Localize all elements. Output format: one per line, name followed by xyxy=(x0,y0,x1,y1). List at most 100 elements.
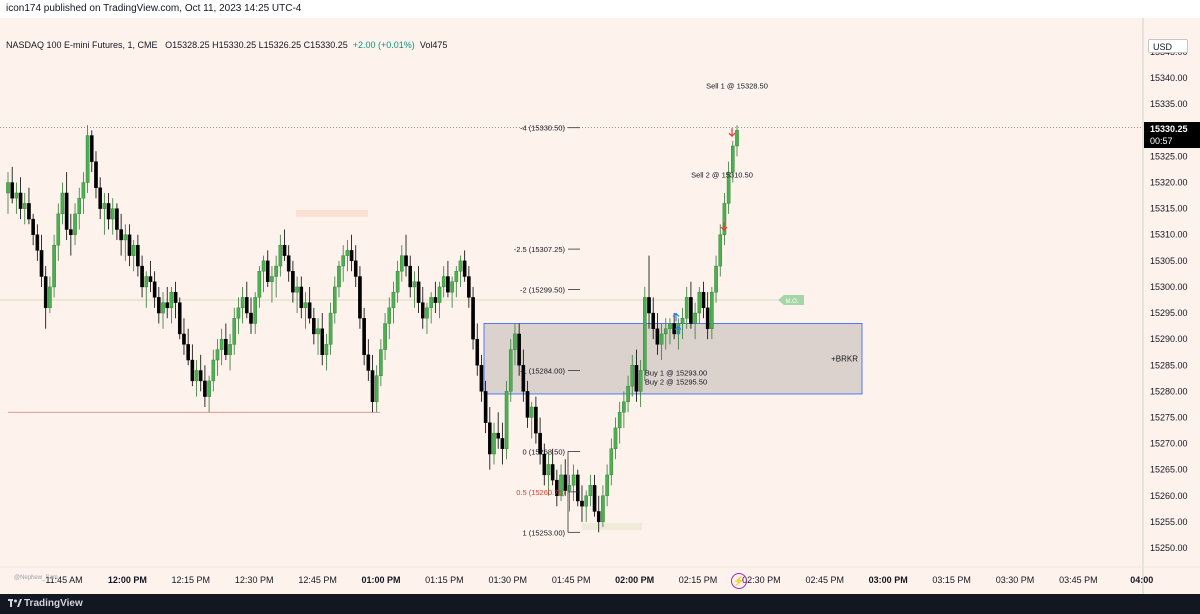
footer-bar: TradingView xyxy=(0,594,1200,614)
candle xyxy=(136,234,140,277)
symbol-name: NASDAQ 100 E-mini Futures, 1, CME xyxy=(6,40,158,50)
candle xyxy=(559,464,563,502)
candle xyxy=(483,380,488,434)
candle xyxy=(286,245,291,282)
candle-body xyxy=(140,265,144,288)
fib-level-label: 1 (15253.00) xyxy=(522,528,565,537)
brkr-zone[interactable] xyxy=(483,323,863,395)
candle xyxy=(651,297,656,340)
sell-trade-label: Sell 2 @ 15310.50 xyxy=(691,170,753,179)
candle-body xyxy=(726,171,731,204)
time-tick-label: 01:45 PM xyxy=(552,575,591,585)
faint-highlight-low xyxy=(582,523,642,531)
candle xyxy=(693,302,697,340)
candle-body xyxy=(224,338,228,356)
candle xyxy=(35,224,40,261)
candle xyxy=(655,313,660,355)
candle xyxy=(123,224,128,261)
candle xyxy=(307,286,312,324)
candle xyxy=(207,375,211,413)
candle-body xyxy=(693,312,697,324)
candle-body xyxy=(559,474,563,496)
candle xyxy=(274,255,278,298)
time-axis: 11:45 AM 12:00 PM 12:15 PM 12:30 PM 12:45 PM… xyxy=(0,566,1200,585)
candle xyxy=(18,177,23,220)
chart-canvas[interactable]: +BRKR -4 (15330.50) -2.5 (15307.25) -2 (15… xyxy=(0,18,1200,594)
candle-body xyxy=(429,297,433,309)
lightning-icon[interactable]: ⚡ xyxy=(731,573,747,589)
candle-body xyxy=(659,333,664,345)
candle xyxy=(232,307,237,355)
candle xyxy=(714,255,718,303)
candle xyxy=(534,396,538,444)
candle xyxy=(94,151,98,199)
sell-arrow-icon xyxy=(720,222,728,231)
candle-body xyxy=(575,474,580,502)
candle-body xyxy=(81,182,86,199)
candle xyxy=(647,255,651,329)
price-tick-label: 15325.00 xyxy=(1150,151,1188,161)
fib-level-label: 0 (15268.50) xyxy=(522,447,565,456)
candle-body xyxy=(701,291,706,309)
candle xyxy=(131,239,136,272)
buy-trade-label: Buy 2 @ 15295.50 xyxy=(645,377,707,386)
candle xyxy=(115,203,119,240)
candle-body xyxy=(379,349,383,376)
candle xyxy=(161,292,165,329)
candle xyxy=(215,339,220,376)
fib-level-label: -2 (15299.50) xyxy=(520,286,566,295)
candle xyxy=(173,281,178,319)
candle-body xyxy=(110,208,115,220)
candle xyxy=(148,260,153,293)
candle-body xyxy=(617,412,622,429)
candle-body xyxy=(316,328,320,335)
candle-body xyxy=(228,344,232,356)
candle xyxy=(705,292,710,340)
candle-body xyxy=(14,192,19,199)
candle xyxy=(194,360,199,397)
candle-body xyxy=(64,192,69,230)
price-tick-label: 15320.00 xyxy=(1150,178,1188,188)
candle xyxy=(39,234,44,287)
candle xyxy=(240,286,245,324)
candle xyxy=(546,454,551,496)
time-tick-label: 01:15 PM xyxy=(425,575,464,585)
candle xyxy=(106,192,111,230)
candle xyxy=(613,417,618,460)
candle xyxy=(722,192,727,246)
candle-body xyxy=(77,197,82,215)
chart-area[interactable]: +BRKR -4 (15330.50) -2.5 (15307.25) -2 (15… xyxy=(0,18,1200,594)
reference-lines xyxy=(0,127,1143,531)
candle xyxy=(224,323,228,361)
candle xyxy=(596,495,601,533)
candle xyxy=(433,281,438,314)
time-tick-label: 02:45 PM xyxy=(806,575,845,585)
candle xyxy=(85,125,90,193)
candle xyxy=(467,266,471,308)
candle-body xyxy=(73,213,77,235)
candle-body xyxy=(207,380,211,397)
candle-body xyxy=(441,276,446,288)
candle xyxy=(60,182,65,225)
candle xyxy=(6,172,10,214)
candle xyxy=(504,380,509,460)
candle-body xyxy=(152,281,157,298)
currency-button[interactable]: USD xyxy=(1148,39,1188,53)
candle xyxy=(64,172,69,240)
candle xyxy=(605,464,609,507)
candle-body xyxy=(69,229,73,235)
candle-body xyxy=(601,495,605,523)
candle-body xyxy=(684,297,689,319)
price-tick-label: 15280.00 xyxy=(1150,386,1188,396)
candle-body xyxy=(253,297,257,324)
time-tick-label: 02:15 PM xyxy=(679,575,718,585)
candle xyxy=(291,260,295,303)
candle xyxy=(374,365,379,413)
candle xyxy=(261,255,266,293)
candle-body xyxy=(689,297,693,324)
candle xyxy=(211,349,216,392)
candle xyxy=(366,339,371,381)
buy-arrow-icon xyxy=(674,325,682,335)
candle xyxy=(56,203,61,261)
candle xyxy=(437,281,442,319)
